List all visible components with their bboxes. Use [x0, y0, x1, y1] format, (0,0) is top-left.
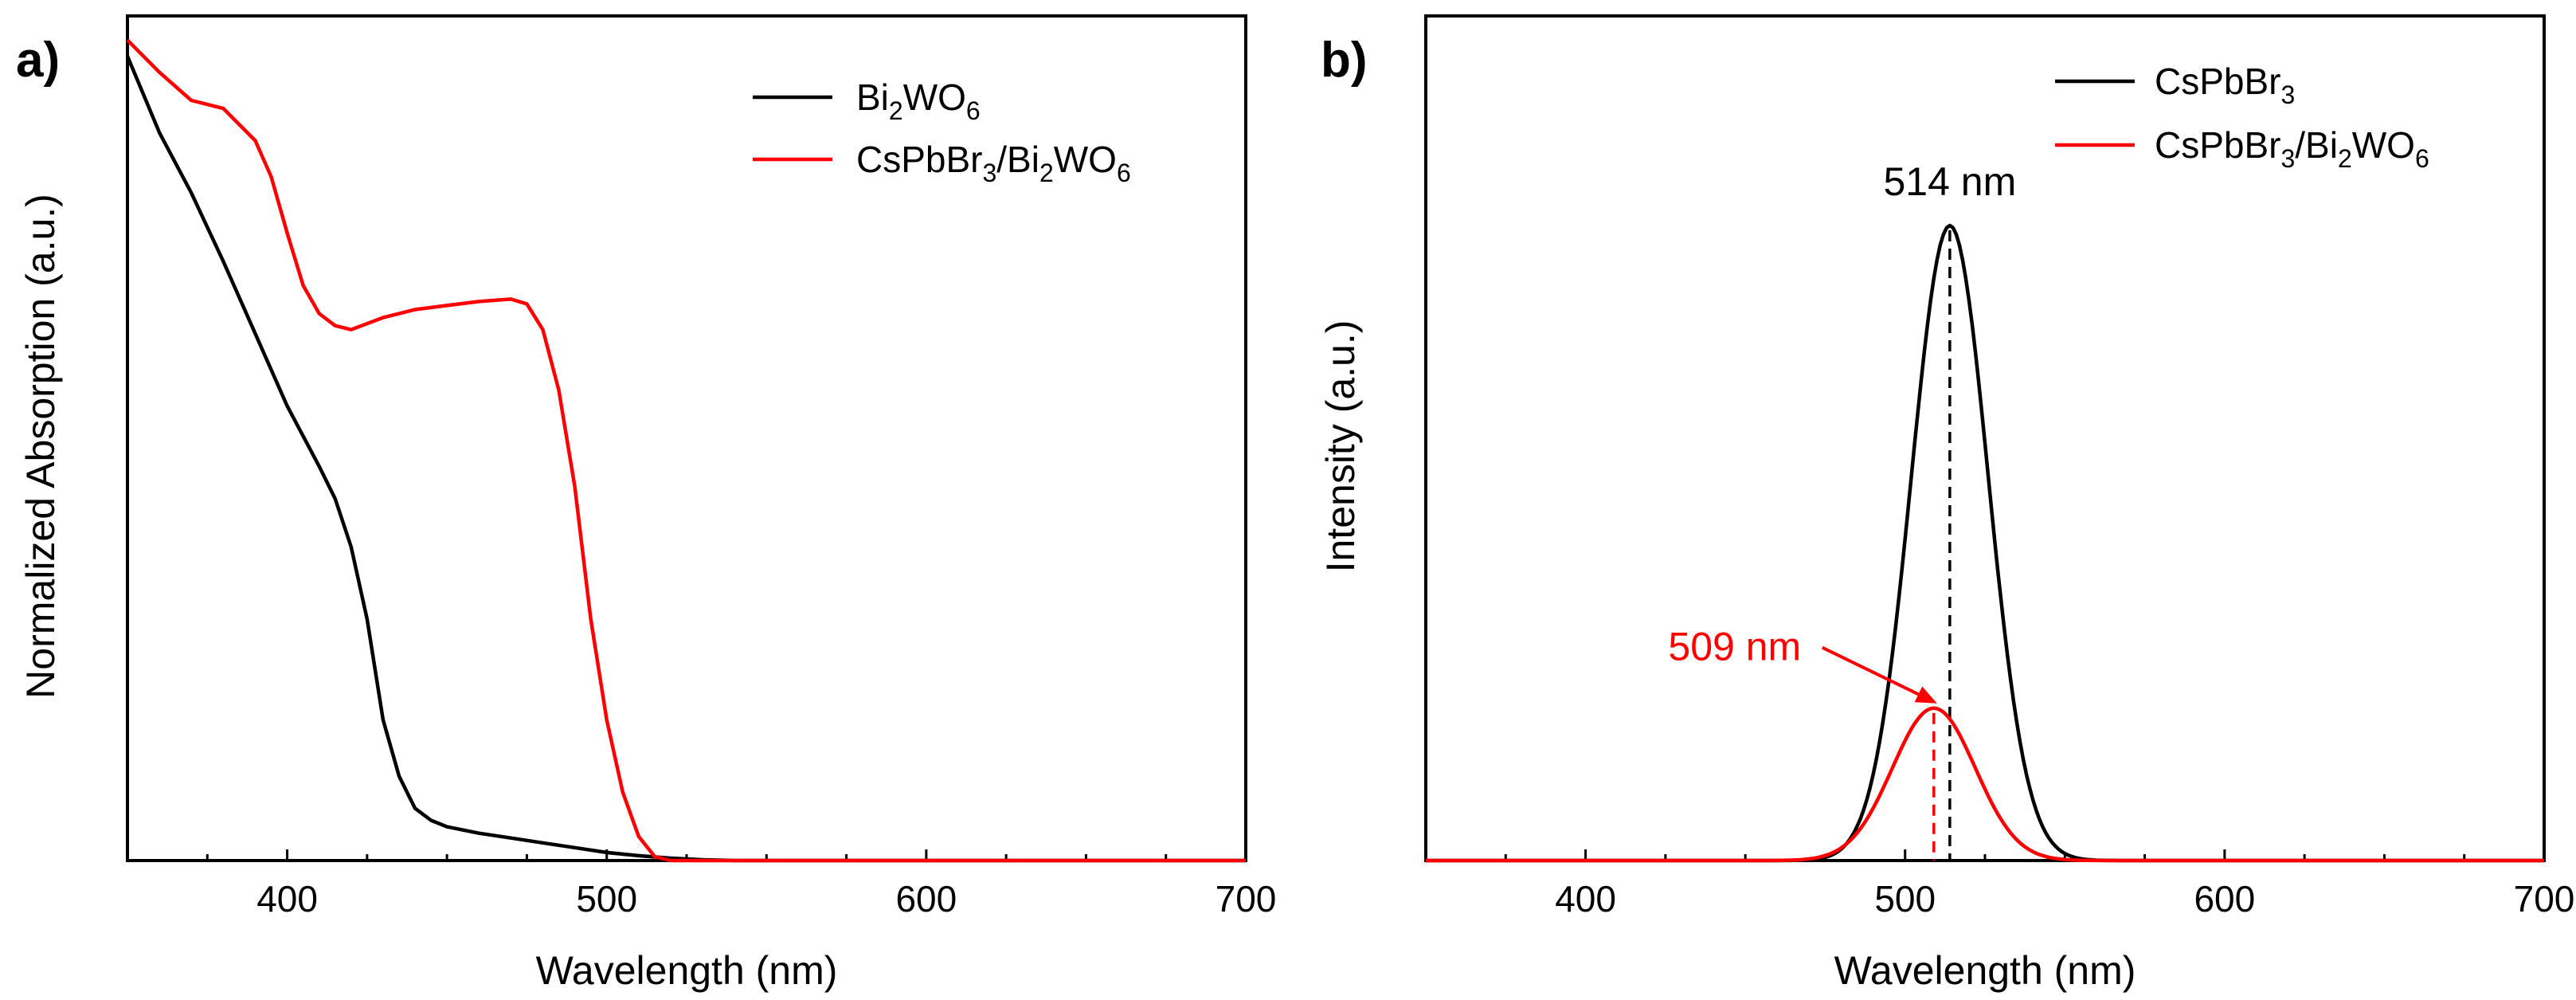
- x-tick-label: 600: [895, 878, 957, 920]
- panel-a-legend-label-cspbbr3-bi2wo6: CsPbBr3/Bi2WO6: [856, 139, 1131, 187]
- panel-b-x-axis-title: Wavelength (nm): [1834, 948, 2136, 993]
- panel-b-x-axis: 400 500 600 700: [1504, 849, 2575, 920]
- x-tick-label: 400: [256, 878, 318, 920]
- panel-a-series-cspbbr3-bi2wo6-line: [126, 38, 1246, 863]
- panel-a: a) 400 500 600 700 Wavelength (nm) Normaliz…: [16, 14, 1277, 993]
- panel-a-x-axis-title: Wavelength (nm): [536, 948, 838, 993]
- panel-b-annotation-arrow-head: [1914, 686, 1937, 704]
- panel-a-y-axis-title: Normalized Absorption (a.u.): [18, 194, 63, 699]
- panel-a-label: a): [16, 33, 60, 88]
- panel-a-x-axis: 400 500 600 700: [206, 849, 1277, 920]
- x-tick-label: 600: [2194, 878, 2255, 920]
- x-tick-label: 500: [1874, 878, 1936, 920]
- panel-b: b) 400 500 600 700 514 nm 509 nm Wavelength…: [1318, 14, 2575, 993]
- panel-b-annotation-514nm: 514 nm: [1883, 159, 2016, 204]
- panel-b-legend-label-cspbbr3: CsPbBr3: [2155, 61, 2295, 109]
- x-tick-label: 400: [1555, 878, 1616, 920]
- panel-b-series-cspbbr3-bi2wo6-line: [1426, 706, 2544, 863]
- x-tick-label: 700: [1216, 878, 1277, 920]
- panel-b-legend: CsPbBr3 CsPbBr3/Bi2WO6: [2055, 61, 2429, 173]
- panel-b-y-axis-title: Intensity (a.u.): [1318, 320, 1363, 573]
- panel-b-series-cspbbr3-line: [1426, 223, 2544, 863]
- panel-a-legend: Bi2WO6 CsPbBr3/Bi2WO6: [753, 76, 1131, 187]
- panel-b-label: b): [1321, 33, 1368, 88]
- panel-b-annotation-509nm: 509 nm: [1668, 625, 1801, 669]
- x-tick-label: 500: [576, 878, 637, 920]
- panel-b-legend-label-cspbbr3-bi2wo6: CsPbBr3/Bi2WO6: [2155, 124, 2429, 173]
- panel-a-legend-label-bi2wo6: Bi2WO6: [856, 76, 981, 125]
- panel-b-annotation-arrow-shaft: [1821, 645, 1920, 696]
- x-tick-label: 700: [2514, 878, 2575, 920]
